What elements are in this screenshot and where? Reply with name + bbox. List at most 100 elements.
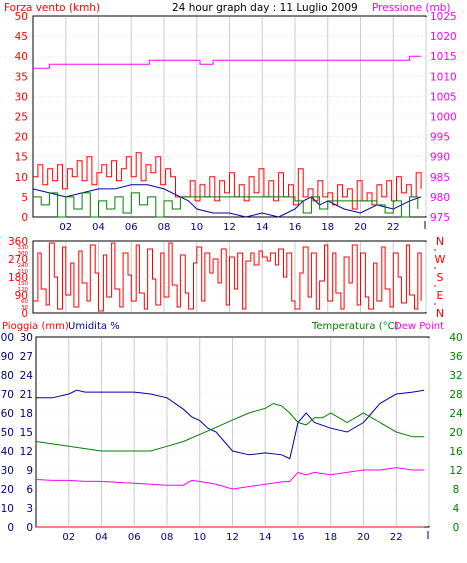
- y-tick-label: 60: [1, 408, 14, 420]
- y-tick-label: 32: [449, 370, 462, 382]
- x-tick-label: 16: [292, 532, 305, 543]
- y-tick-label: 270: [8, 254, 28, 266]
- x-tick-label: 06: [125, 222, 138, 233]
- pressure-tick-labels: 1025 1020 1015 1010 1005 1000 995 990 985 980 975: [430, 11, 457, 224]
- y-tick-label: 25: [15, 112, 28, 124]
- y-tick-label: 12: [20, 446, 33, 458]
- y-tick-label: 24: [449, 408, 463, 420]
- series-line: [33, 192, 419, 218]
- y-tick-label: 1005: [430, 91, 457, 103]
- rain-axis-title: Pioggia (mm): [2, 321, 69, 332]
- y-tick-label: 180: [8, 272, 28, 284]
- x-tick-label: 02: [62, 532, 75, 543]
- rain-tick-labels: 1009080706050403020100: [0, 332, 14, 534]
- y-tick-label: 100: [0, 332, 14, 344]
- y-minor-tick-label: 150: [18, 281, 29, 287]
- series-line: [36, 389, 425, 460]
- y-tick-label: 3: [26, 503, 33, 515]
- y-tick-label: 24: [20, 370, 34, 382]
- x-tick-label: 22: [390, 532, 403, 543]
- temperature-axis-title: Temperatura (°C): [311, 321, 399, 332]
- y-tick-label: 35: [15, 71, 28, 83]
- y-tick-label: 980: [430, 192, 450, 204]
- y-tick-label: 4: [453, 503, 460, 515]
- x-tick-label: 02: [59, 222, 72, 233]
- y-tick-label: 1020: [430, 31, 457, 43]
- x-tick-label: 18: [321, 222, 334, 233]
- y-tick-label: 40: [1, 446, 14, 458]
- y-tick-label: 0: [21, 212, 28, 224]
- graph-title: 24 hour graph day : 11 Luglio 2009: [172, 2, 358, 14]
- y-tick-label: 90: [1, 351, 14, 363]
- y-tick-label: 27: [20, 351, 33, 363]
- y-tick-label: 40: [15, 51, 28, 63]
- wind-pressure-series: [32, 55, 422, 218]
- y-tick-label: 10: [15, 172, 28, 184]
- x-tick-label: 14: [259, 532, 272, 543]
- rain-humidity-temp-x-ticks: 02 04 06 08 10 12 14 16 18 20 22: [62, 531, 429, 543]
- y-minor-tick-label: 240: [18, 263, 29, 269]
- y-tick-label: 30: [15, 91, 28, 103]
- y-tick-label: 50: [1, 427, 14, 439]
- x-tick-label: 10: [193, 532, 206, 543]
- y-tick-label: N: [436, 235, 444, 248]
- y-tick-label: N: [436, 307, 444, 320]
- y-tick-label: 10: [1, 503, 14, 515]
- y-tick-label: 15: [15, 152, 28, 164]
- y-tick-label: 50: [15, 11, 28, 23]
- y-tick-label: 12: [449, 465, 462, 477]
- y-tick-label: 8: [453, 484, 460, 496]
- y-tick-label: 28: [449, 389, 462, 401]
- series-line: [35, 402, 425, 452]
- x-tick-label: 10: [190, 222, 203, 233]
- y-tick-label: 6: [26, 484, 33, 496]
- y-tick-label: 16: [449, 446, 463, 458]
- x-tick-label: 12: [223, 222, 236, 233]
- y-tick-label: 30: [1, 465, 14, 477]
- x-tick-label: 08: [161, 532, 174, 543]
- rain-humidity-temp-series: [35, 389, 425, 528]
- x-tick-label: 14: [256, 222, 269, 233]
- y-tick-label: 90: [15, 290, 28, 302]
- y-tick-label: 45: [15, 31, 28, 43]
- y-tick-label: 70: [1, 389, 14, 401]
- y-tick-label: 18: [20, 408, 33, 420]
- y-tick-label: 360: [8, 236, 28, 248]
- x-tick-label: 20: [357, 532, 370, 543]
- series-line: [32, 184, 422, 218]
- y-minor-tick-label: 120: [18, 287, 29, 293]
- y-minor-tick-label: 300: [18, 251, 29, 257]
- y-tick-label: 985: [430, 172, 450, 184]
- y-tick-label: E: [437, 289, 444, 302]
- y-tick-label: 1025: [430, 11, 457, 23]
- y-tick-label: 0: [7, 522, 14, 534]
- x-tick-label: 16: [289, 222, 302, 233]
- y-tick-label: 1000: [430, 112, 457, 124]
- y-tick-label: 9: [26, 465, 33, 477]
- y-tick-label: W: [435, 253, 446, 266]
- y-tick-label: 990: [430, 152, 450, 164]
- x-tick-label: 04: [92, 222, 105, 233]
- y-minor-tick-label: 60: [21, 299, 28, 305]
- y-tick-label: 36: [449, 351, 463, 363]
- rain-humidity-temp-grid: [37, 338, 430, 526]
- dew-point-axis-title: Dew Point: [394, 321, 444, 332]
- y-tick-label: 30: [20, 332, 33, 344]
- pressure-axis-title: Pressione (mb): [372, 2, 451, 14]
- x-tick-label: 08: [158, 222, 171, 233]
- y-tick-label: S: [437, 271, 444, 284]
- x-tick-label: 12: [226, 532, 239, 543]
- y-tick-label: 975: [430, 212, 450, 224]
- x-tick-label: 06: [128, 532, 141, 543]
- y-tick-label: 20: [449, 427, 462, 439]
- y-tick-label: 0: [453, 522, 460, 534]
- rain-humidity-temp-panel: 1009080706050403020100 30272421181512963…: [0, 332, 463, 543]
